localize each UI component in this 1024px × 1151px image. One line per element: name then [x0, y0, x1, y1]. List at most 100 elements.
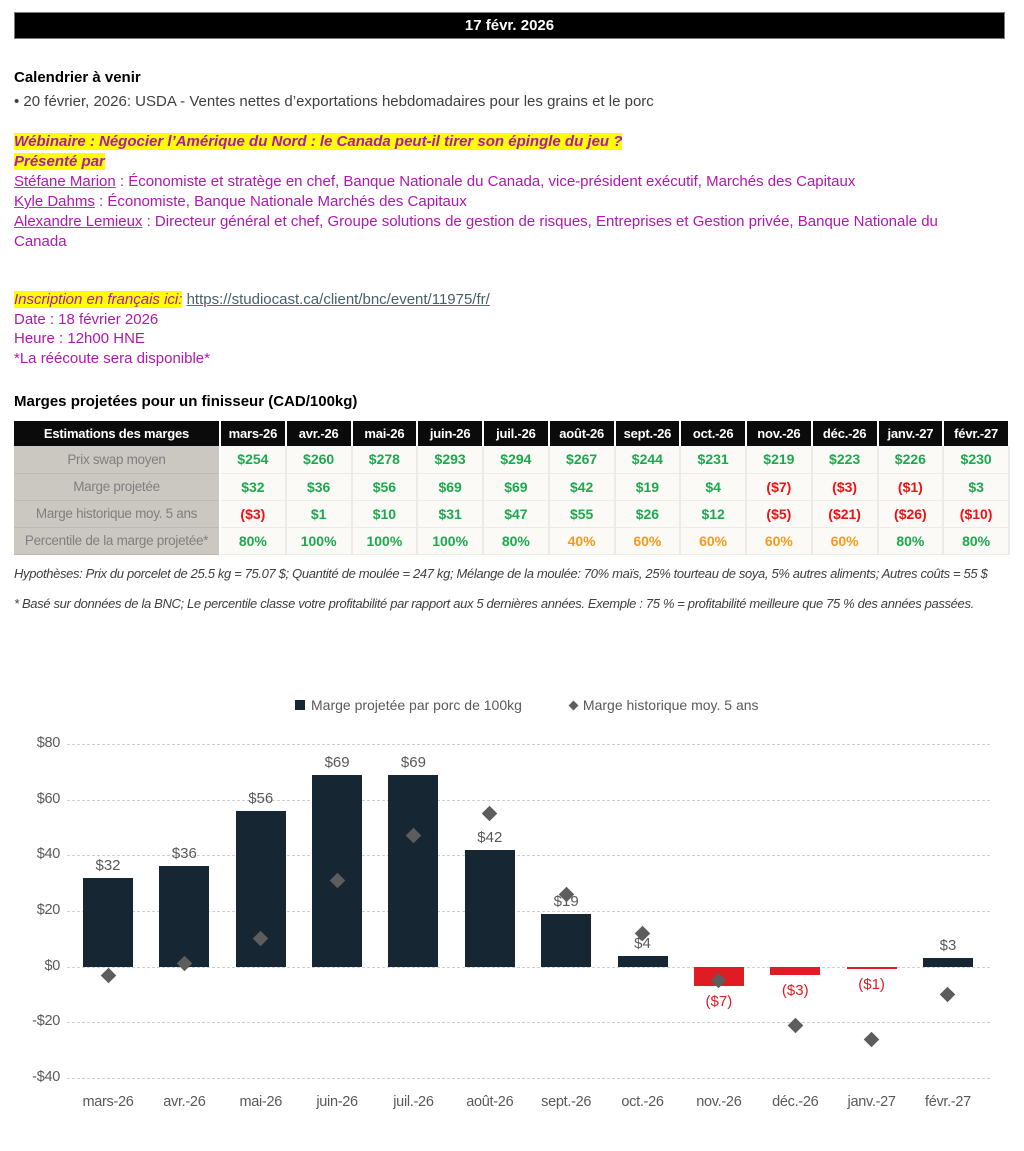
bar-value-label: ($3): [781, 982, 809, 999]
x-axis-tick-label: juil.-26: [393, 1094, 434, 1110]
bar-value-label: $3: [939, 937, 957, 955]
registration-line: Inscription en français ici: https://stu…: [14, 290, 992, 310]
table-row: Prix swap moyen $254 $260 $278 $293 $294 $267 $…: [14, 446, 1010, 474]
bar-value-label: $69: [400, 753, 426, 771]
table-cell-value: ($10): [943, 500, 1010, 528]
month-column-header: juin-26: [417, 421, 484, 446]
table-cell-value: 100%: [417, 527, 484, 555]
table-cell-value: 100%: [351, 527, 419, 555]
month-column-header: déc.-26: [811, 421, 879, 446]
table-cell-value: $47: [483, 500, 550, 528]
table-cell-value: $32: [220, 473, 287, 501]
assumptions-footnote: Hypothèses: Prix du porcelet de 25.5 kg …: [14, 566, 988, 581]
table-cell-value: $42: [548, 473, 616, 501]
table-cell-value: $69: [417, 473, 484, 501]
table-cell-value: $3: [943, 473, 1010, 501]
month-column-header: juil.-26: [483, 421, 550, 446]
table-cell-value: ($26): [877, 500, 945, 528]
date-banner: 17 févr. 2026: [14, 12, 1005, 39]
x-axis-tick-label: oct.-26: [621, 1094, 664, 1110]
gridline-60: [67, 799, 990, 801]
webinar-presented-by: Présenté par: [14, 153, 105, 170]
bar-value-label: $56: [248, 789, 274, 807]
bar-value-label: $36: [171, 845, 197, 863]
table-cell-value: $219: [746, 446, 813, 474]
x-axis-tick-label: août-26: [466, 1094, 514, 1110]
month-column-header: oct.-26: [680, 421, 747, 446]
month-column-header: févr.-27: [943, 421, 1010, 446]
x-axis-tick-label: déc.-26: [772, 1094, 819, 1110]
legend-label: Marge historique moy. 5 ans: [582, 697, 759, 713]
speaker-role: : Économiste et stratège en chef, Banque…: [115, 173, 856, 190]
bar-value-label: $69: [324, 753, 350, 771]
calendar-heading: Calendrier à venir: [14, 69, 141, 86]
y-axis-tick-label: $80: [36, 735, 61, 751]
calendar-item: • 20 février, 2026: USDA - Ventes nettes…: [14, 93, 654, 110]
gridline--20: [67, 1022, 990, 1024]
history-marker-déc.-26: [787, 1017, 804, 1033]
month-column-header: mai-26: [351, 421, 419, 446]
legend-item-marker: Marge historique moy. 5 ans: [568, 697, 759, 713]
table-cell-value: $55: [548, 500, 616, 528]
month-column-header: août-26: [548, 421, 616, 446]
y-axis-tick-label: $40: [36, 846, 61, 863]
webinar-time: Heure : 12h00 HNE: [14, 330, 145, 347]
bar-mars-26: [83, 877, 133, 967]
history-marker-août-26: [482, 805, 498, 822]
table-row: Marge projetée $32 $36 $56 $69 $69 $42 $19 $4 ($7…: [14, 473, 1010, 501]
table-cell-value: 80%: [877, 527, 945, 555]
y-axis-tick-label: $60: [36, 790, 61, 807]
table-cell-value: $294: [483, 446, 550, 474]
table-cell-value: 60%: [680, 527, 747, 555]
x-axis-tick-label: nov.-26: [696, 1094, 742, 1110]
diamond-swatch-icon: [568, 700, 579, 710]
margins-table-header: Estimations des marges mars-26 avr.-26 mai-…: [14, 421, 1010, 446]
bar-août-26: [464, 849, 515, 967]
table-cell-value: 80%: [220, 527, 287, 555]
table-cell-value: $230: [943, 446, 1010, 474]
table-cell-value: $278: [351, 446, 419, 474]
speaker-name: Stéfane Marion: [14, 173, 116, 190]
x-axis-tick-label: mars-26: [82, 1094, 134, 1110]
y-axis-tick-label: -$20: [32, 1013, 60, 1030]
row-label: Percentile de la marge projetée*: [14, 527, 221, 555]
gridline-0: [67, 966, 990, 968]
speaker-role: : Économiste, Banque Nationale Marchés d…: [94, 193, 467, 210]
table-cell-value: ($21): [811, 500, 879, 528]
history-marker-mars-26: [100, 967, 116, 983]
table-cell-value: $56: [351, 473, 419, 501]
table-cell-value: $26: [614, 500, 682, 528]
bar-swatch-icon: [295, 700, 305, 710]
registration-link[interactable]: https://studiocast.ca/client/bnc/event/1…: [186, 291, 490, 308]
table-cell-value: 60%: [811, 527, 879, 555]
table-cell-value: $12: [680, 500, 747, 528]
gridline--40: [67, 1077, 990, 1079]
table-cell-value: $1: [285, 500, 353, 528]
margins-chart: $80 $60 $40 $20 $0 -$20 -$40 $32 $36 $56 $69 $69 $42…: [0, 720, 1024, 1130]
legend-item-bar: Marge projetée par porc de 100kg: [295, 697, 522, 713]
row-label: Marge historique moy. 5 ans: [14, 500, 221, 528]
gridline-80: [67, 744, 990, 745]
webinar-title: Wébinaire : Négocier l’Amérique du Nord …: [14, 133, 623, 150]
webinar-date: Date : 18 février 2026: [14, 310, 159, 328]
legend-label: Marge projetée par porc de 100kg: [311, 697, 522, 713]
row-label: Marge projetée: [14, 473, 221, 501]
table-row: Marge historique moy. 5 ans ($3) $1 $10 $31 $…: [14, 500, 1010, 528]
table-cell-value: 60%: [614, 527, 682, 555]
table-cell-value: $267: [548, 446, 616, 474]
bar-avr.-26: [159, 866, 210, 967]
bar-oct.-26: [617, 955, 668, 967]
table-cell-value: 80%: [483, 527, 550, 555]
month-column-header: mars-26: [220, 421, 287, 446]
history-marker-févr.-27: [940, 986, 956, 1003]
table-cell-value: ($3): [811, 473, 879, 501]
table-cell-value: $10: [351, 500, 419, 528]
x-axis-tick-label: juin-26: [316, 1094, 358, 1110]
table-cell-value: $293: [417, 446, 484, 474]
bar-sept.-26: [541, 913, 592, 967]
bar-value-label: ($1): [858, 976, 885, 994]
bar-juil.-26: [388, 774, 439, 967]
registration-label: Inscription en français ici:: [14, 291, 183, 308]
x-axis-tick-label: janv.-27: [847, 1094, 896, 1110]
y-axis-tick-label: -$40: [32, 1068, 60, 1085]
